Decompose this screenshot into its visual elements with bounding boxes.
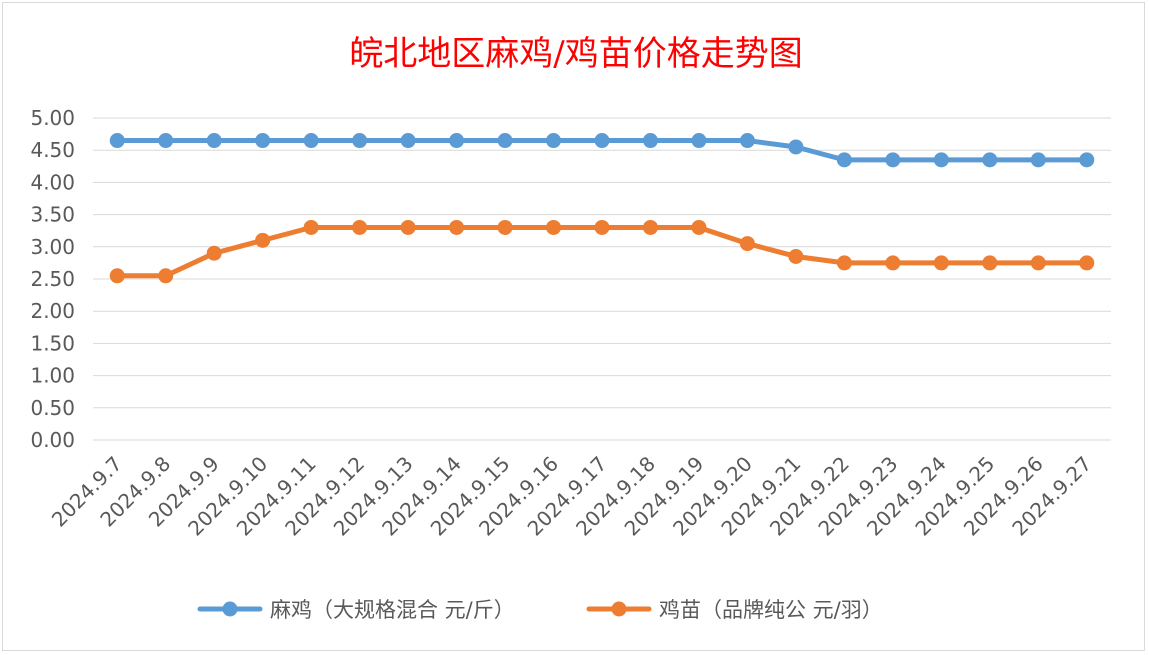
data-point — [206, 133, 222, 149]
data-point — [449, 219, 465, 235]
data-point — [546, 219, 562, 235]
data-point — [933, 152, 949, 168]
legend-marker — [611, 601, 627, 617]
gridlines — [93, 117, 1111, 441]
data-point — [594, 133, 610, 149]
legend-label: 鸡苗（品牌纯公 元/羽） — [659, 598, 883, 622]
data-point — [885, 152, 901, 168]
data-point — [206, 245, 222, 261]
series-2 — [109, 219, 1095, 284]
data-point — [497, 219, 513, 235]
data-point — [449, 133, 465, 149]
data-point — [400, 133, 416, 149]
chart-title: 皖北地区麻鸡/鸡苗价格走势图 — [349, 34, 802, 74]
data-point — [982, 152, 998, 168]
data-point — [594, 219, 610, 235]
data-point — [255, 232, 271, 248]
data-point — [352, 133, 368, 149]
line-chart: 皖北地区麻鸡/鸡苗价格走势图 0.00 0.50 1.00 1.50 2.00 2.50 3… — [30, 34, 1111, 622]
data-point — [788, 139, 804, 155]
y-tick-label: 4.00 — [30, 170, 75, 194]
data-point — [255, 133, 271, 149]
legend: 麻鸡（大规格混合 元/斤） 鸡苗（品牌纯公 元/羽） — [197, 598, 883, 622]
y-tick-label: 0.00 — [30, 428, 75, 452]
data-point — [933, 255, 949, 271]
legend-item: 麻鸡（大规格混合 元/斤） — [197, 598, 515, 622]
data-point — [158, 268, 174, 284]
data-point — [691, 133, 707, 149]
x-axis-ticks: 2024.9.72024.9.82024.9.92024.9.102024.9.… — [47, 452, 1096, 541]
legend-item: 鸡苗（品牌纯公 元/羽） — [586, 598, 883, 622]
data-point — [836, 152, 852, 168]
data-point — [788, 248, 804, 264]
data-point — [642, 133, 658, 149]
data-point — [400, 219, 416, 235]
data-point — [739, 133, 755, 149]
data-point — [1030, 255, 1046, 271]
y-tick-label: 2.50 — [30, 267, 75, 291]
data-point — [303, 133, 319, 149]
series-1 — [109, 133, 1095, 168]
data-point — [885, 255, 901, 271]
data-point — [109, 268, 125, 284]
data-point — [1079, 152, 1095, 168]
data-point — [109, 133, 125, 149]
data-point — [352, 219, 368, 235]
data-point — [158, 133, 174, 149]
data-point — [982, 255, 998, 271]
series-layer — [109, 133, 1095, 284]
y-axis-ticks: 0.00 0.50 1.00 1.50 2.00 2.50 3.00 3.50 4.00 4.50… — [30, 106, 75, 452]
data-point — [546, 133, 562, 149]
y-tick-label: 1.00 — [30, 364, 75, 388]
y-tick-label: 4.50 — [30, 138, 75, 162]
data-point — [691, 219, 707, 235]
data-point — [1079, 255, 1095, 271]
data-point — [642, 219, 658, 235]
y-tick-label: 2.00 — [30, 299, 75, 323]
data-point — [497, 133, 513, 149]
data-point — [836, 255, 852, 271]
y-tick-label: 3.50 — [30, 203, 75, 227]
data-point — [303, 219, 319, 235]
y-tick-label: 1.50 — [30, 331, 75, 355]
data-point — [1030, 152, 1046, 168]
legend-label: 麻鸡（大规格混合 元/斤） — [270, 598, 515, 622]
y-tick-label: 5.00 — [30, 106, 75, 130]
legend-marker — [222, 601, 238, 617]
data-point — [739, 236, 755, 252]
y-tick-label: 3.00 — [30, 235, 75, 259]
y-tick-label: 0.50 — [30, 396, 75, 420]
